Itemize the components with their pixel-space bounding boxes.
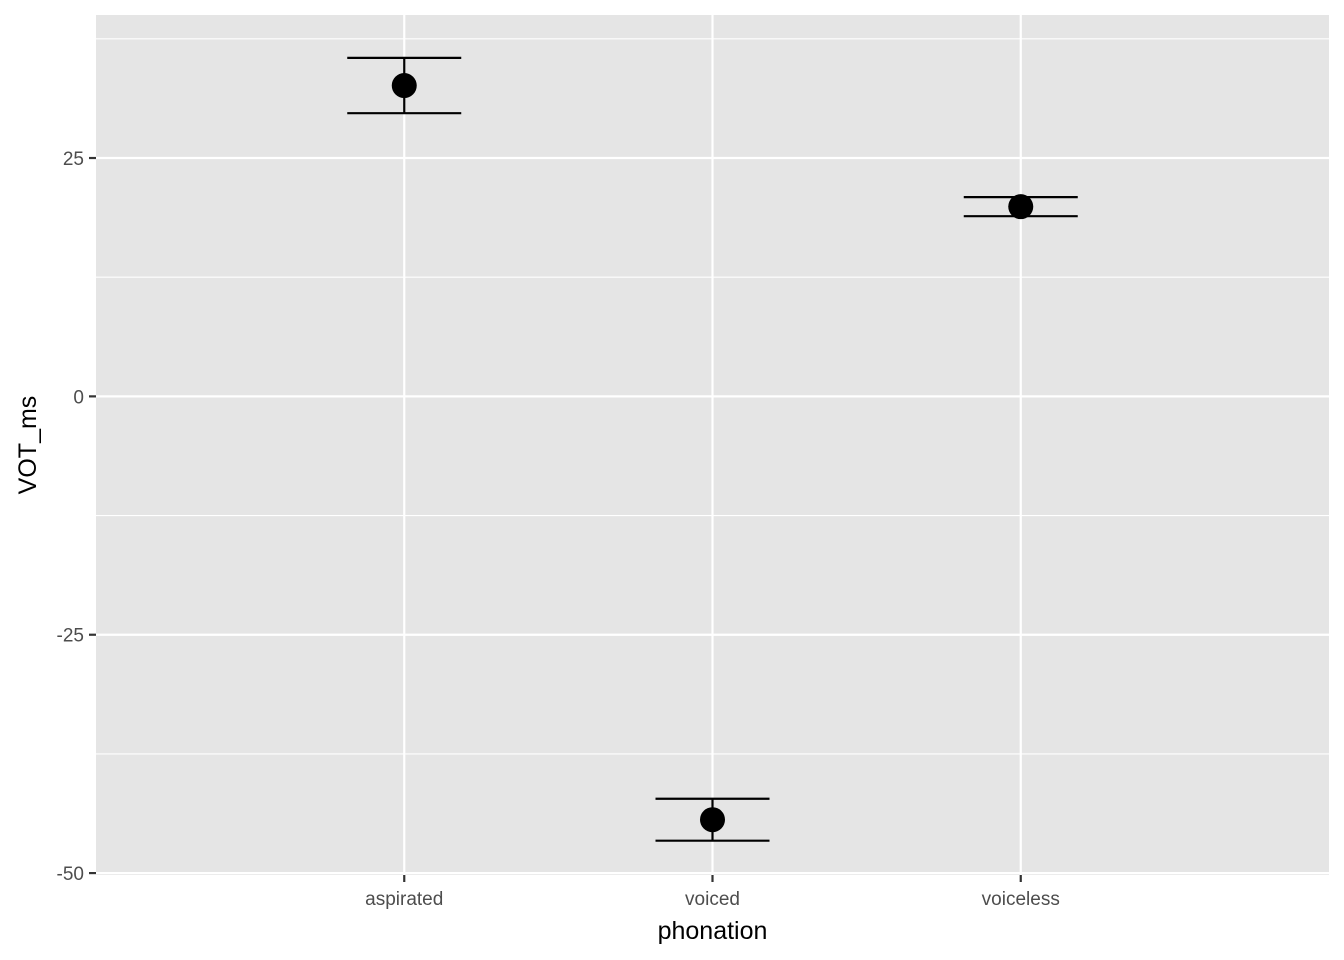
y-tick-label: 25 (63, 149, 84, 170)
data-point-voiced (700, 807, 725, 833)
y-tick-label: -50 (57, 864, 84, 885)
x-tick-label: voiced (685, 889, 740, 910)
data-point-voiceless (1008, 194, 1034, 220)
y-tick-label: 0 (73, 387, 84, 408)
major-gridlines (96, 15, 1329, 875)
data-point-aspirated (391, 73, 417, 99)
y-axis-title: VOT_ms (14, 396, 42, 495)
data-marks (347, 56, 1078, 842)
axes: -50 -25 0 25 aspirated voiced voiceless (57, 149, 1060, 910)
x-tick-label: aspirated (365, 889, 443, 910)
y-tick-label: -25 (57, 626, 84, 647)
x-axis-title: phonation (658, 917, 768, 945)
x-tick-label: voiceless (982, 889, 1060, 910)
